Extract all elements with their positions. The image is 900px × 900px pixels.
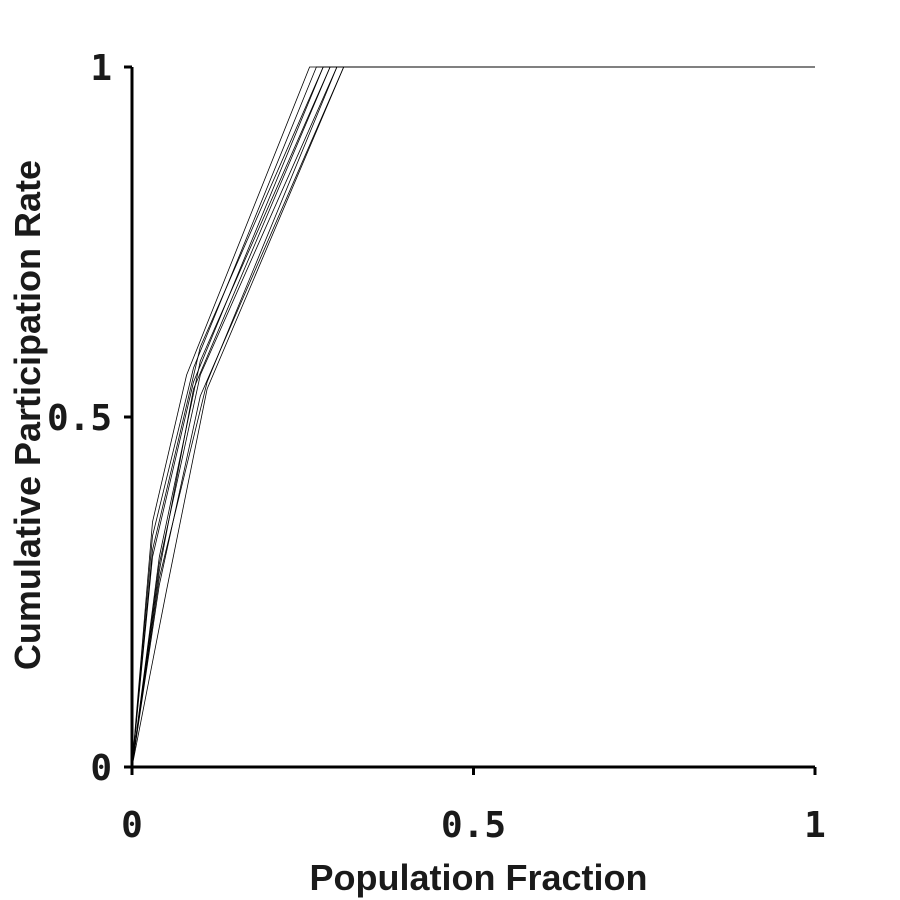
x-tick-label: 0.5 bbox=[441, 805, 506, 846]
series-line-7 bbox=[131, 66, 815, 768]
series-line-1 bbox=[131, 66, 815, 768]
x-tick-label: 0 bbox=[121, 805, 143, 846]
series-line-6 bbox=[131, 66, 815, 768]
series-line-2 bbox=[131, 66, 815, 768]
series-line-5 bbox=[131, 66, 815, 768]
y-tick-label: 1 bbox=[90, 48, 112, 89]
y-tick-label: 0.5 bbox=[47, 398, 112, 439]
y-tick-label: 0 bbox=[90, 748, 112, 789]
x-axis-title: Population Fraction bbox=[310, 857, 648, 898]
series-layer bbox=[131, 66, 815, 768]
y-axis-title: Cumulative Participation Rate bbox=[7, 160, 48, 670]
y-axis-ticks: 00.51 bbox=[47, 48, 132, 789]
series-line-8 bbox=[131, 66, 815, 768]
x-axis-ticks: 0 0.5 1 bbox=[121, 767, 826, 846]
series-line-4 bbox=[131, 66, 815, 768]
series-line-10 bbox=[131, 66, 815, 768]
series-line-3 bbox=[131, 66, 815, 768]
x-tick-label: 1 bbox=[804, 805, 826, 846]
series-line-9 bbox=[131, 66, 815, 768]
